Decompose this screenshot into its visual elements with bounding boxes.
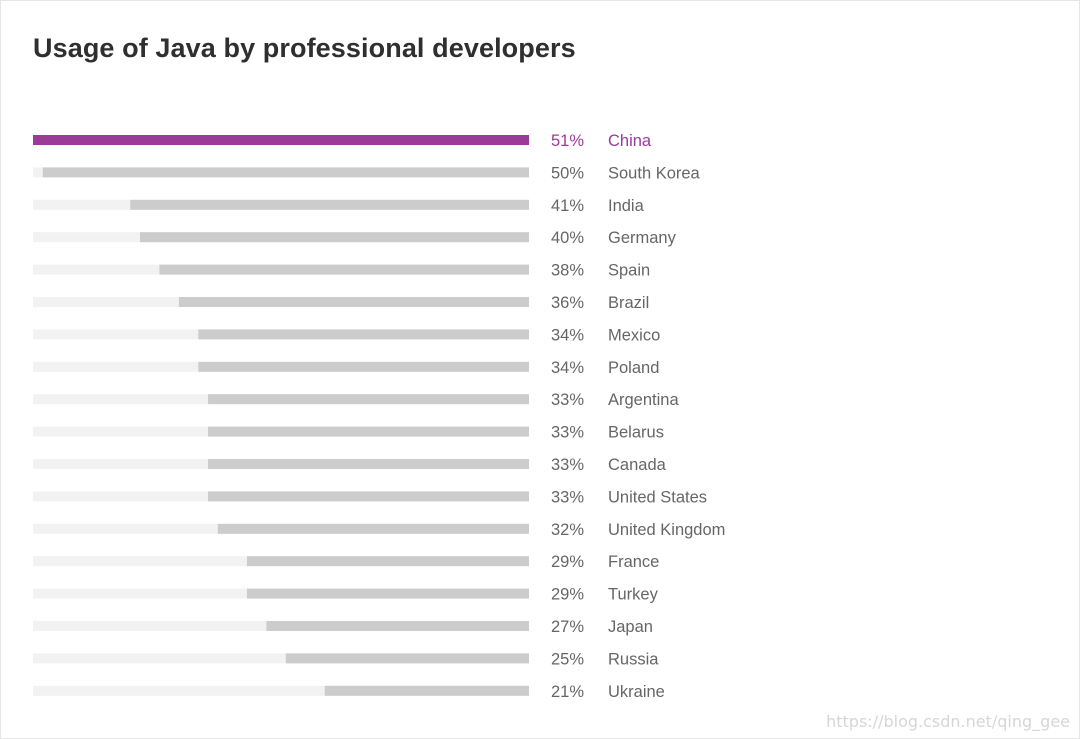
bar-france xyxy=(246,556,529,567)
bar-row-poland: 34% Poland xyxy=(33,359,659,377)
value-label: 33% xyxy=(551,488,584,506)
category-label: Mexico xyxy=(608,326,660,344)
category-label: United Kingdom xyxy=(608,521,725,539)
value-label: 32% xyxy=(551,521,584,539)
bar-row-mexico: 34% Mexico xyxy=(33,326,660,344)
value-label: 27% xyxy=(551,618,584,636)
bar-row-turkey: 29% Turkey xyxy=(33,586,659,604)
value-label: 36% xyxy=(551,294,584,312)
value-label: 25% xyxy=(551,650,584,668)
value-label: 41% xyxy=(551,197,584,215)
bar-row-china: 51% China xyxy=(33,132,652,150)
bar-south-korea xyxy=(42,167,529,178)
value-label: 21% xyxy=(551,683,584,701)
category-label: Belarus xyxy=(608,424,664,442)
bar-brazil xyxy=(178,297,529,307)
bar-row-canada: 33% Canada xyxy=(33,456,667,474)
value-label: 51% xyxy=(551,132,584,150)
bar-united-states xyxy=(208,491,529,502)
bar-track xyxy=(33,653,529,664)
bar-track xyxy=(33,685,529,696)
value-label: 29% xyxy=(551,553,584,571)
bar-belarus xyxy=(208,426,529,437)
value-label: 50% xyxy=(551,164,584,182)
bar-spain xyxy=(159,264,529,275)
bar-united-kingdom xyxy=(217,523,530,534)
bar-mexico xyxy=(198,329,530,340)
value-label: 38% xyxy=(551,262,584,280)
category-label: France xyxy=(608,553,659,571)
bar-row-argentina: 33% Argentina xyxy=(33,391,679,409)
category-label: Turkey xyxy=(608,586,659,604)
category-label: Brazil xyxy=(608,294,649,312)
category-label: Argentina xyxy=(608,391,679,409)
category-label: Poland xyxy=(608,359,659,377)
category-label: Japan xyxy=(608,618,653,636)
category-label: Canada xyxy=(608,456,667,474)
category-label: Germany xyxy=(608,229,677,247)
bar-canada xyxy=(208,459,529,469)
value-label: 40% xyxy=(551,229,584,247)
bar-russia xyxy=(285,653,529,664)
watermark: https://blog.csdn.net/qing_gee xyxy=(826,712,1070,731)
bar-argentina xyxy=(208,394,529,405)
bar-india xyxy=(130,199,530,210)
bar-germany xyxy=(139,232,529,243)
bar-ukraine xyxy=(324,685,529,696)
bar-japan xyxy=(266,621,529,631)
bar-turkey xyxy=(246,588,529,599)
bar-row-japan: 27% Japan xyxy=(33,618,653,636)
bar-row-belarus: 33% Belarus xyxy=(33,424,664,442)
category-label: Ukraine xyxy=(608,683,665,701)
bar-row-germany: 40% Germany xyxy=(33,229,677,247)
value-label: 29% xyxy=(551,586,584,604)
chart-title: Usage of Java by professional developers xyxy=(33,33,576,63)
bar-row-brazil: 36% Brazil xyxy=(33,294,649,312)
category-label: China xyxy=(608,132,652,150)
value-label: 33% xyxy=(551,424,584,442)
bar-poland xyxy=(198,361,530,372)
category-label: Spain xyxy=(608,262,650,280)
bar-row-united-kingdom: 32% United Kingdom xyxy=(33,521,725,539)
category-label: Russia xyxy=(608,650,659,668)
category-label: South Korea xyxy=(608,164,701,182)
bar-row-russia: 25% Russia xyxy=(33,650,659,668)
value-label: 34% xyxy=(551,326,584,344)
bar-row-ukraine: 21% Ukraine xyxy=(33,683,665,701)
bar-row-spain: 38% Spain xyxy=(33,262,650,280)
bar-row-india: 41% India xyxy=(33,197,645,215)
category-label: United States xyxy=(608,488,707,506)
category-label: India xyxy=(608,197,645,215)
bar-china xyxy=(33,135,529,145)
value-label: 33% xyxy=(551,456,584,474)
value-label: 34% xyxy=(551,359,584,377)
bar-row-south-korea: 50% South Korea xyxy=(33,164,701,182)
value-label: 33% xyxy=(551,391,584,409)
bar-row-france: 29% France xyxy=(33,553,659,571)
bar-row-united-states: 33% United States xyxy=(33,488,707,506)
